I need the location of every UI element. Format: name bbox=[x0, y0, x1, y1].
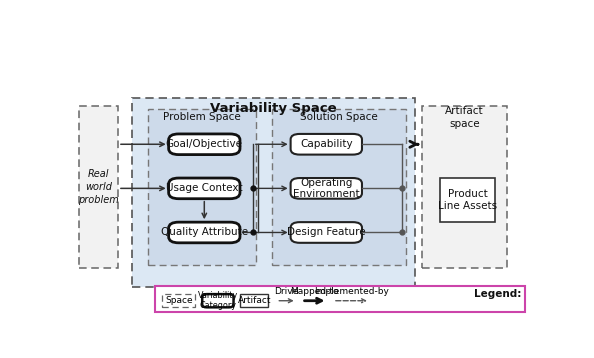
FancyBboxPatch shape bbox=[241, 294, 268, 308]
FancyBboxPatch shape bbox=[155, 286, 526, 312]
FancyBboxPatch shape bbox=[290, 134, 362, 155]
Text: Variability
Category: Variability Category bbox=[198, 291, 238, 310]
Text: Operating
Environment: Operating Environment bbox=[293, 178, 359, 199]
Text: Real
world
problem: Real world problem bbox=[78, 169, 119, 205]
FancyBboxPatch shape bbox=[290, 222, 362, 243]
Text: Drive: Drive bbox=[274, 287, 299, 296]
Text: Artifact: Artifact bbox=[238, 296, 271, 305]
FancyBboxPatch shape bbox=[132, 98, 415, 287]
Text: Implemented-by: Implemented-by bbox=[314, 287, 389, 296]
FancyBboxPatch shape bbox=[202, 294, 233, 308]
Text: Problem Space: Problem Space bbox=[163, 112, 241, 122]
FancyBboxPatch shape bbox=[169, 178, 240, 199]
FancyBboxPatch shape bbox=[148, 109, 256, 265]
Text: Solution Space: Solution Space bbox=[300, 112, 378, 122]
Text: Goal/Objective: Goal/Objective bbox=[166, 139, 243, 149]
Text: Design Feature: Design Feature bbox=[287, 227, 365, 237]
FancyBboxPatch shape bbox=[162, 294, 195, 308]
FancyBboxPatch shape bbox=[422, 106, 507, 268]
Text: Variability Space: Variability Space bbox=[210, 102, 337, 115]
FancyBboxPatch shape bbox=[169, 134, 240, 155]
FancyBboxPatch shape bbox=[290, 178, 362, 199]
Text: Usage Context: Usage Context bbox=[166, 183, 242, 193]
Text: Quality Attribute: Quality Attribute bbox=[161, 227, 248, 237]
Text: Mapped-to: Mapped-to bbox=[290, 287, 339, 296]
FancyBboxPatch shape bbox=[79, 106, 118, 268]
FancyBboxPatch shape bbox=[440, 178, 495, 222]
Text: Space: Space bbox=[165, 296, 192, 305]
Text: Artifact
space: Artifact space bbox=[445, 106, 484, 129]
Text: Legend:: Legend: bbox=[475, 289, 522, 299]
FancyBboxPatch shape bbox=[169, 222, 240, 243]
Text: Capability: Capability bbox=[300, 139, 353, 149]
Text: Product
Line Assets: Product Line Assets bbox=[438, 189, 497, 211]
FancyBboxPatch shape bbox=[272, 109, 406, 265]
